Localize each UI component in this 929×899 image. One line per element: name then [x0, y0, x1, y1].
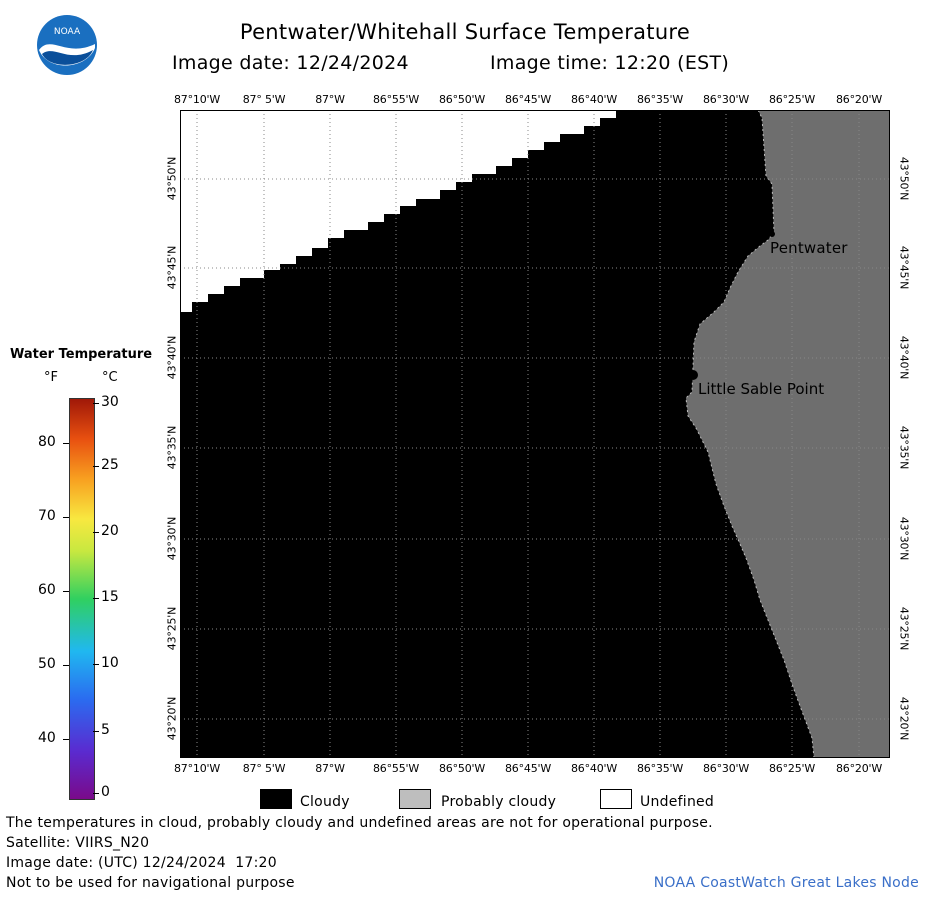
- fahrenheit-tick-mark: [63, 665, 69, 666]
- color-bar: [69, 398, 95, 800]
- celsius-tick-mark: [93, 403, 99, 404]
- lon-label-top: 86°40'W: [571, 93, 617, 106]
- unit-celsius: °C: [102, 370, 118, 385]
- undefined-region: [180, 110, 616, 312]
- fahrenheit-tick-mark: [63, 739, 69, 740]
- celsius-tick-label: 20: [101, 523, 119, 539]
- image-time: Image time: 12:20 (EST): [490, 52, 730, 74]
- legend-cloudy-label: Cloudy: [300, 794, 350, 810]
- map-border: [180, 110, 890, 758]
- fahrenheit-tick-mark: [63, 443, 69, 444]
- celsius-tick-mark: [93, 664, 99, 665]
- little-sable-point-label: Little Sable Point: [698, 380, 824, 398]
- lat-label-right: 43°40'N: [897, 335, 911, 380]
- lat-label-left: 43°45'N: [165, 245, 179, 290]
- nav-warning-text: Not to be used for navigational purpose: [6, 875, 295, 891]
- lat-label-right: 43°50'N: [897, 156, 911, 201]
- pentwater-label: Pentwater: [770, 239, 848, 257]
- fahrenheit-tick-label: 80: [38, 434, 56, 450]
- lon-label-bottom: 87°10'W: [174, 762, 220, 775]
- lon-label-top: 86°25'W: [769, 93, 815, 106]
- lon-label-top: 87°W: [315, 93, 345, 106]
- satellite-text: Satellite: VIIRS_N20: [6, 835, 150, 851]
- noaa-logo: NOAA: [37, 15, 97, 75]
- celsius-tick-label: 10: [101, 655, 119, 671]
- cloudy-region: [180, 110, 814, 758]
- legend-undefined-swatch: [600, 789, 632, 809]
- fahrenheit-tick-label: 70: [38, 508, 56, 524]
- celsius-tick-mark: [93, 793, 99, 794]
- fahrenheit-tick-mark: [63, 517, 69, 518]
- image-date: Image date: 12/24/2024: [172, 52, 409, 74]
- celsius-tick-label: 25: [101, 457, 119, 473]
- lat-label-left: 43°50'N: [165, 156, 179, 201]
- lon-label-bottom: 86°45'W: [505, 762, 551, 775]
- lat-label-left: 43°40'N: [165, 335, 179, 380]
- celsius-tick-mark: [93, 598, 99, 599]
- lon-label-bottom: 86°30'W: [703, 762, 749, 775]
- lon-label-top: 86°20'W: [836, 93, 882, 106]
- lon-label-bottom: 87°W: [315, 762, 345, 775]
- lon-label-bottom: 86°35'W: [637, 762, 683, 775]
- lat-label-right: 43°45'N: [897, 245, 911, 290]
- celsius-tick-label: 0: [101, 784, 110, 800]
- lon-label-bottom: 86°20'W: [836, 762, 882, 775]
- celsius-tick-label: 5: [101, 722, 110, 738]
- page-title: Pentwater/Whitehall Surface Temperature: [239, 20, 691, 44]
- little-sable-point-marker: [688, 370, 698, 380]
- celsius-tick-mark: [93, 466, 99, 467]
- fahrenheit-tick-mark: [63, 591, 69, 592]
- graticule: [180, 110, 890, 758]
- lon-label-bottom: 86°40'W: [571, 762, 617, 775]
- lon-label-bottom: 87° 5'W: [242, 762, 286, 775]
- lon-label-top: 86°45'W: [505, 93, 551, 106]
- map-area: Pentwater Little Sable Point: [180, 110, 890, 758]
- lon-label-top: 87°10'W: [174, 93, 220, 106]
- lat-label-left: 43°25'N: [165, 606, 179, 651]
- unit-fahrenheit: °F: [44, 370, 58, 385]
- disclaimer-text: The temperatures in cloud, probably clou…: [6, 815, 713, 831]
- lon-label-top: 86°55'W: [373, 93, 419, 106]
- celsius-tick-label: 30: [101, 394, 119, 410]
- lon-label-top: 86°30'W: [703, 93, 749, 106]
- celsius-tick-mark: [93, 731, 99, 732]
- pentwater-marker: [769, 231, 775, 237]
- lat-label-left: 43°30'N: [165, 516, 179, 561]
- legend-probably-cloudy-swatch: [399, 789, 431, 809]
- celsius-tick-label: 15: [101, 589, 119, 605]
- lat-label-right: 43°35'N: [897, 425, 911, 470]
- lon-label-top: 87° 5'W: [242, 93, 286, 106]
- lon-label-bottom: 86°55'W: [373, 762, 419, 775]
- lat-label-right: 43°30'N: [897, 516, 911, 561]
- credit-link[interactable]: NOAA CoastWatch Great Lakes Node: [653, 875, 919, 891]
- fahrenheit-tick-label: 50: [38, 656, 56, 672]
- logo-text: NOAA: [54, 27, 81, 37]
- fahrenheit-tick-label: 40: [38, 730, 56, 746]
- legend-cloudy-swatch: [260, 789, 292, 809]
- legend-undefined-label: Undefined: [640, 794, 715, 810]
- fahrenheit-tick-label: 60: [38, 582, 56, 598]
- coastline: [685, 110, 815, 758]
- lat-label-right: 43°25'N: [897, 606, 911, 651]
- lon-label-bottom: 86°50'W: [439, 762, 485, 775]
- lat-label-right: 43°20'N: [897, 696, 911, 741]
- lat-label-left: 43°35'N: [165, 425, 179, 470]
- lon-label-top: 86°50'W: [439, 93, 485, 106]
- legend-probably-cloudy-label: Probably cloudy: [441, 794, 557, 810]
- lon-label-bottom: 86°25'W: [769, 762, 815, 775]
- color-scale-title: Water Temperature: [10, 347, 153, 362]
- celsius-tick-mark: [93, 532, 99, 533]
- lon-label-top: 86°35'W: [637, 93, 683, 106]
- lat-label-left: 43°20'N: [165, 696, 179, 741]
- utc-date-text: Image date: (UTC) 12/24/2024 17:20: [6, 855, 277, 871]
